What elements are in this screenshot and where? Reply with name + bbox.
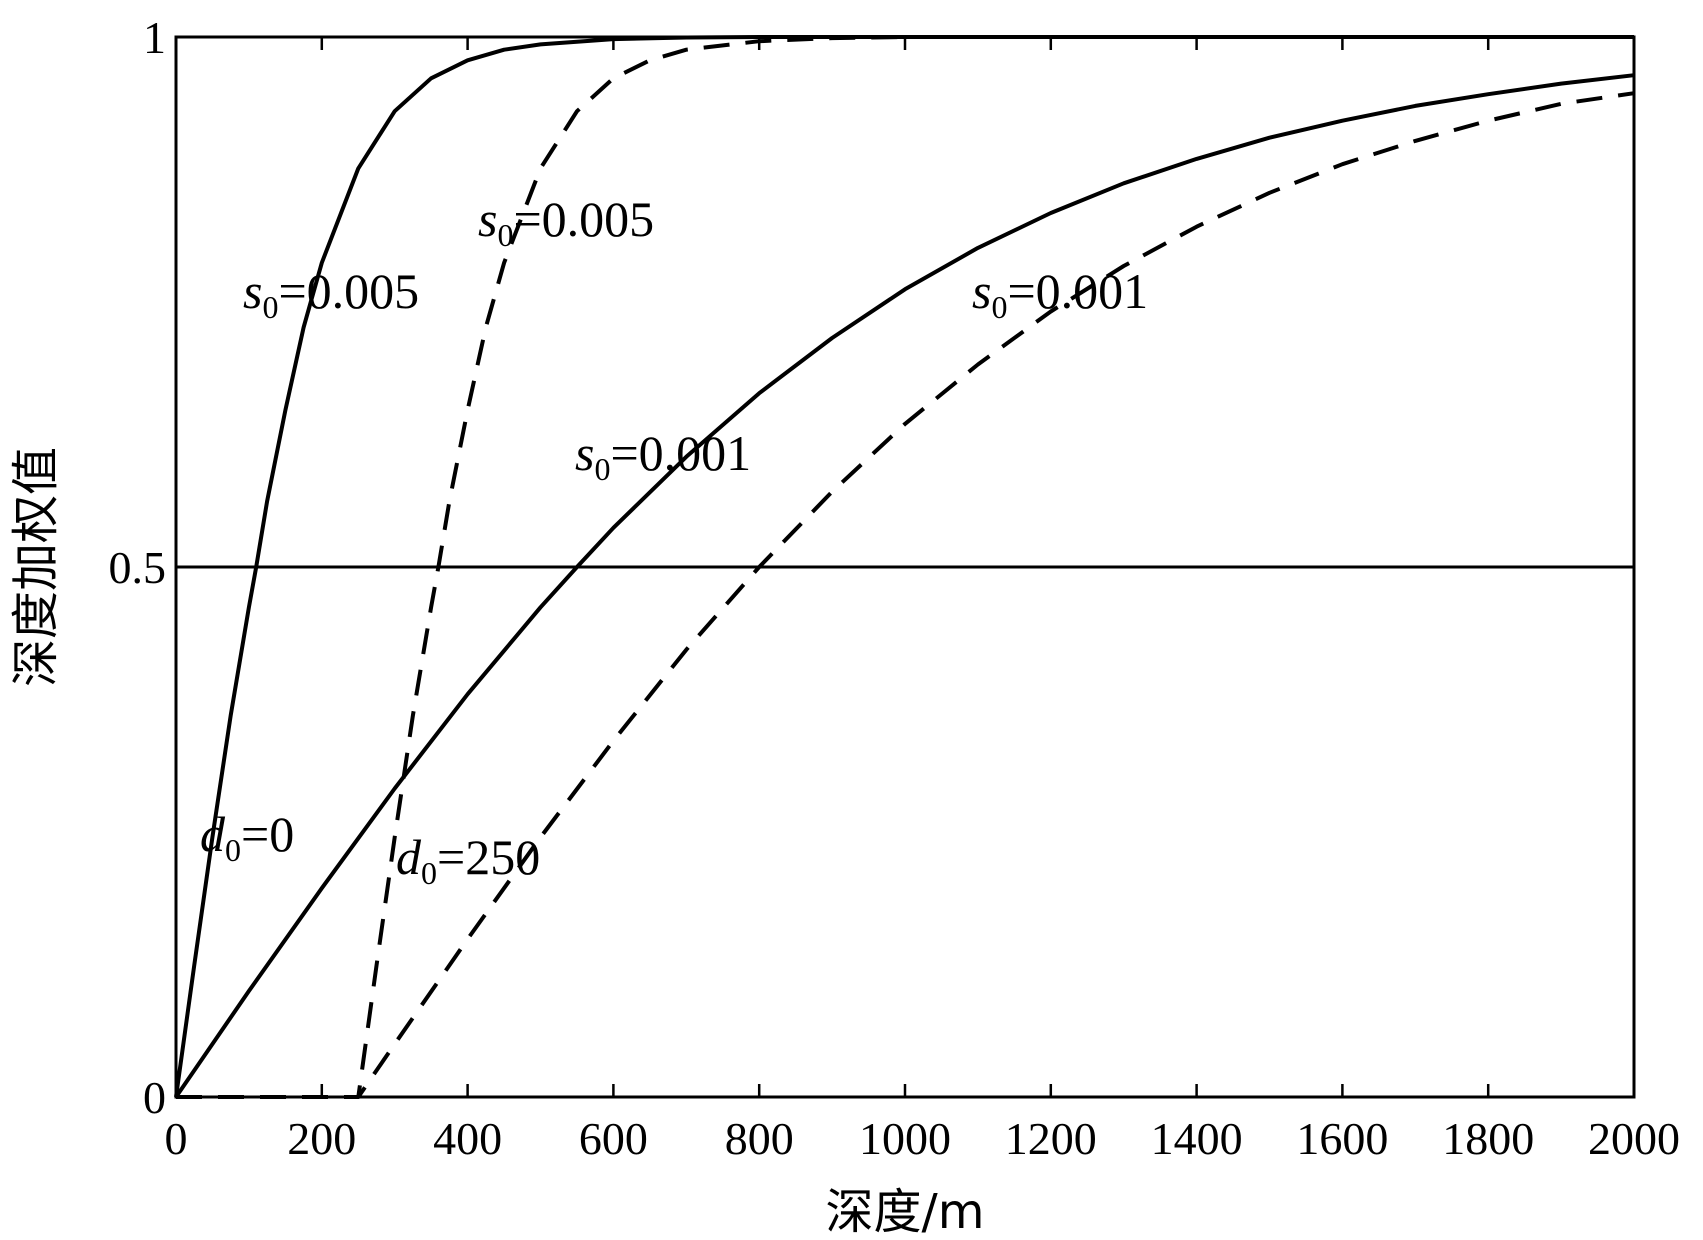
x-tick-label: 1000 bbox=[859, 1113, 951, 1164]
y-tick-label: 0.5 bbox=[109, 542, 167, 593]
series-line-4-dashed bbox=[176, 91, 1635, 1099]
x-tick-label: 1600 bbox=[1296, 1113, 1388, 1164]
y-axis-title: 深度加权值 bbox=[8, 447, 64, 687]
x-tick-label: 200 bbox=[287, 1113, 356, 1164]
y-tick-label: 1 bbox=[143, 12, 166, 63]
y-axis: 00.51 bbox=[109, 12, 1634, 1123]
x-tick-label: 1200 bbox=[1005, 1113, 1097, 1164]
annotation-s0-0005-solid: s0=0.005 bbox=[243, 263, 419, 325]
x-tick-label: 0 bbox=[165, 1113, 188, 1164]
annotation-d0-250: d0=250 bbox=[396, 829, 540, 891]
x-tick-label: 400 bbox=[433, 1113, 502, 1164]
x-tick-label: 2000 bbox=[1588, 1113, 1680, 1164]
annotation-s0-0005-dashed: s0=0.005 bbox=[478, 191, 654, 253]
x-axis-title: 深度/m bbox=[826, 1184, 985, 1240]
x-tick-label: 600 bbox=[579, 1113, 648, 1164]
x-tick-label: 1400 bbox=[1151, 1113, 1243, 1164]
x-tick-label: 1800 bbox=[1442, 1113, 1534, 1164]
y-tick-label: 0 bbox=[143, 1072, 166, 1123]
annotation-d0-0: d0=0 bbox=[200, 806, 294, 868]
series-line-3-solid bbox=[174, 73, 1635, 1099]
x-tick-label: 800 bbox=[725, 1113, 794, 1164]
annotation-s0-0001-dashed: s0=0.001 bbox=[972, 263, 1148, 325]
annotation-s0-0001-solid: s0=0.001 bbox=[575, 425, 751, 487]
x-axis: 0 200 400 600 800 1000 1200 1400 1600 1800 2000 bbox=[165, 37, 1680, 1164]
